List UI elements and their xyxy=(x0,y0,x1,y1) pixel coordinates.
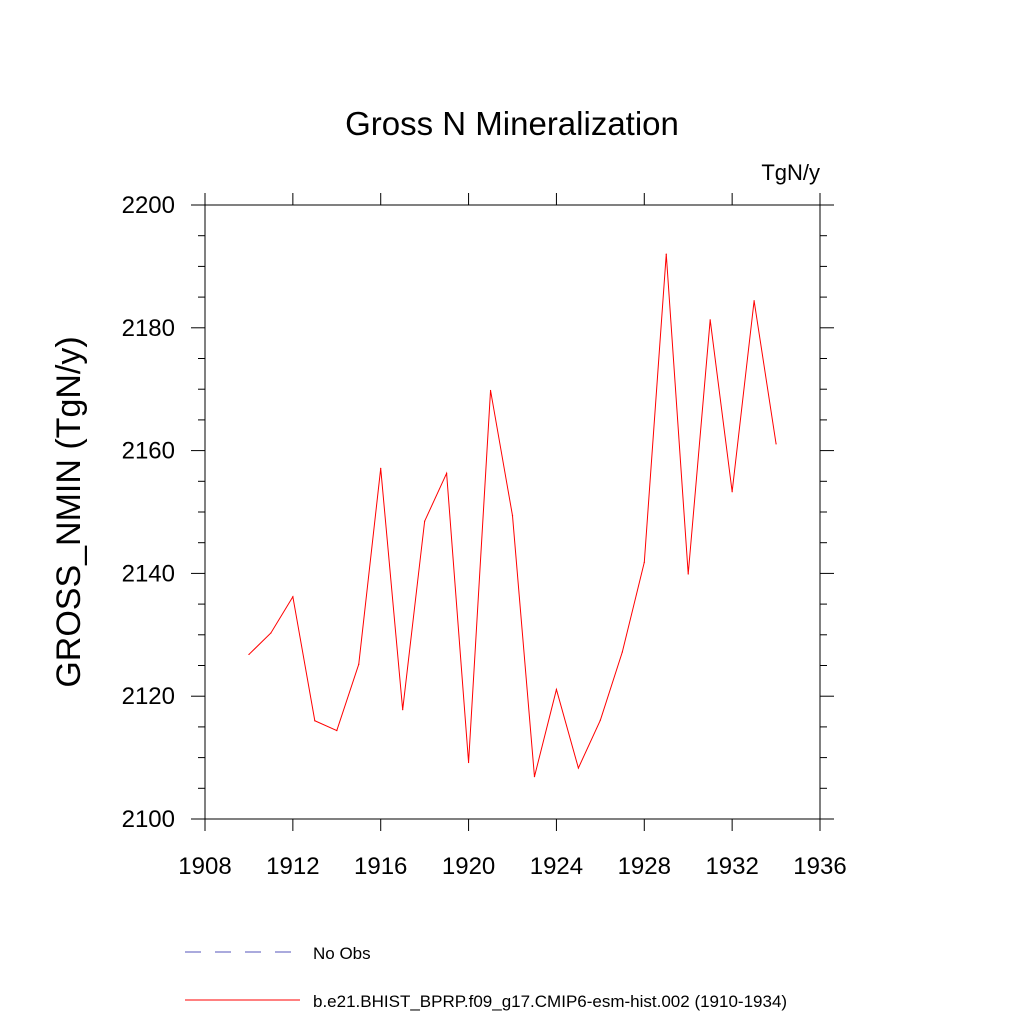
x-tick-label: 1920 xyxy=(442,853,495,880)
data-point xyxy=(270,632,272,634)
y-tick-label: 2200 xyxy=(122,192,175,219)
y-tick-label: 2180 xyxy=(122,315,175,342)
data-point xyxy=(446,472,448,474)
y-tick-label: 2120 xyxy=(122,683,175,710)
data-point xyxy=(687,573,689,575)
legend-label: No Obs xyxy=(313,944,371,963)
data-point xyxy=(358,663,360,665)
x-tick-label: 1924 xyxy=(530,853,583,880)
legend-label: b.e21.BHIST_BPRP.f09_g17.CMIP6-esm-hist.… xyxy=(313,992,787,1011)
y-axis-label: GROSS_NMIN (TgN/y) xyxy=(50,336,88,687)
data-point xyxy=(467,761,470,764)
x-tick-label: 1916 xyxy=(354,853,407,880)
data-point xyxy=(424,520,426,522)
data-point xyxy=(599,719,601,721)
data-point xyxy=(511,515,514,517)
legend: No Obs b.e21.BHIST_BPRP.f09_g17.CMIP6-esm… xyxy=(185,944,787,1011)
data-point xyxy=(665,253,667,255)
data-point xyxy=(402,709,404,711)
data-point xyxy=(292,596,294,598)
data-point xyxy=(775,443,777,445)
x-tick-label: 1912 xyxy=(266,853,319,880)
data-point xyxy=(643,561,645,563)
x-axis: 1908 1912 1916 1920 1924 1928 1932 1936 xyxy=(178,193,847,880)
data-point xyxy=(555,688,558,691)
x-tick-label: 1936 xyxy=(793,853,846,880)
plot-frame xyxy=(204,204,821,820)
data-point xyxy=(753,300,755,302)
data-point xyxy=(709,319,711,321)
chart-title: Gross N Mineralization xyxy=(345,105,679,142)
data-point xyxy=(314,720,316,722)
data-point xyxy=(731,491,733,493)
series-layer xyxy=(248,253,777,778)
x-tick-label: 1928 xyxy=(618,853,671,880)
y-tick-label: 2140 xyxy=(122,560,175,587)
data-point xyxy=(380,467,382,470)
data-point xyxy=(621,651,623,653)
x-tick-label: 1908 xyxy=(178,853,231,880)
data-point xyxy=(248,653,250,656)
y-tick-label: 2160 xyxy=(122,438,175,465)
data-point xyxy=(336,729,338,732)
data-point xyxy=(577,767,579,769)
data-point xyxy=(489,389,492,392)
data-point xyxy=(533,776,536,778)
units-label: TgN/y xyxy=(761,160,820,185)
x-tick-label: 1932 xyxy=(705,853,758,880)
y-tick-label: 2100 xyxy=(122,806,175,833)
y-axis: 2100 2120 2140 2160 2180 2200 xyxy=(122,192,834,833)
